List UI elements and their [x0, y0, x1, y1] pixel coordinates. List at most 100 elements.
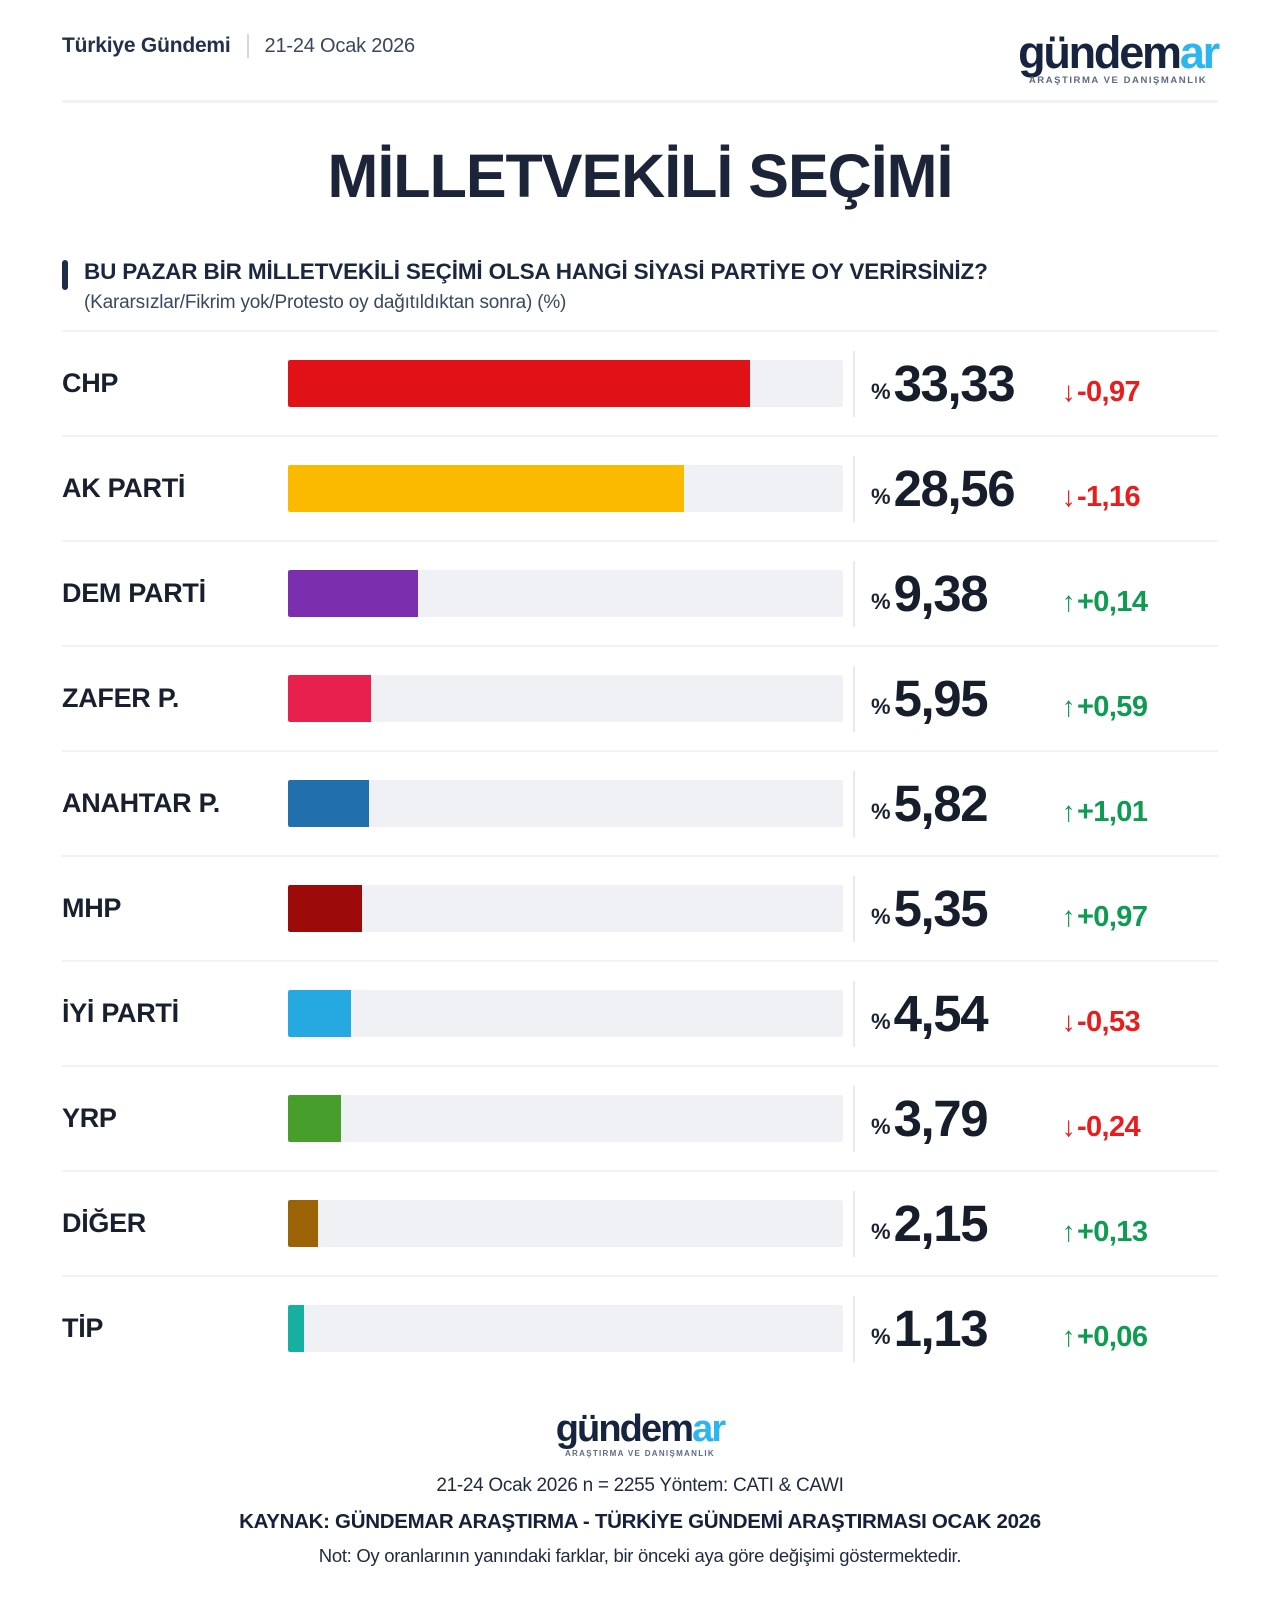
delta-value: -0,24	[1076, 1111, 1141, 1143]
percent-sign: %	[871, 484, 891, 509]
header-left-group: Türkiye Gündemi 21-24 Ocak 2026	[62, 28, 415, 58]
table-row: MHP% 5,35 ↑+0,97	[62, 855, 1218, 960]
value-group: % 33,33 ↓-0,97	[855, 358, 1218, 409]
percent-value: 9,38	[893, 565, 989, 622]
party-label: DİĞER	[62, 1208, 147, 1238]
value-divider	[853, 560, 855, 627]
bar-fill	[288, 990, 351, 1037]
percent-sign: %	[871, 589, 891, 614]
delta-value: -0,97	[1076, 376, 1141, 408]
value-divider	[853, 1295, 855, 1362]
delta-badge: ↑+1,01	[1062, 798, 1148, 827]
bar-track	[288, 675, 843, 722]
delta-value: +1,01	[1076, 796, 1148, 828]
arrow-down-icon: ↓	[1061, 481, 1076, 512]
delta-badge: ↑+0,14	[1062, 588, 1148, 617]
delta-value: -0,53	[1076, 1006, 1141, 1038]
results-table: CHP% 33,33 ↓-0,97 AK PARTİ% 28,56 ↓-1,16 DEM P…	[62, 330, 1218, 1380]
percent-sign: %	[871, 799, 891, 824]
page-title: MİLLETVEKİLİ SEÇİMİ	[327, 142, 954, 210]
gundemar-logo: gündemar ARAŞTIRMA VE DANIŞMANLIK	[1018, 27, 1220, 86]
bar-fill	[288, 1095, 341, 1142]
question-text-group: BU PAZAR BİR MİLLETVEKİLİ SEÇİMİ OLSA HA…	[84, 257, 988, 314]
bar-track	[288, 465, 843, 512]
value-divider	[853, 455, 855, 522]
percent-value: 5,95	[893, 670, 989, 727]
value-group: % 2,15 ↑+0,13	[855, 1198, 1218, 1249]
bar-fill	[288, 1305, 304, 1352]
footer-methodology: 21-24 Ocak 2026 n = 2255 Yöntem: CATI & …	[436, 1475, 844, 1496]
footer-logo-subtitle: ARAŞTIRMA VE DANIŞMANLIK	[564, 1449, 715, 1458]
value-group: % 5,95 ↑+0,59	[855, 673, 1218, 724]
percent-value: 5,35	[893, 880, 989, 937]
arrow-up-icon: ↑	[1061, 586, 1076, 617]
party-label: İYİ PARTİ	[62, 998, 179, 1028]
table-row: DİĞER % 2,15 ↑+0,13	[62, 1170, 1218, 1275]
value-divider	[853, 770, 855, 837]
delta-badge: ↓-0,53	[1062, 1008, 1141, 1037]
percent-sign: %	[871, 694, 891, 719]
question-main: BU PAZAR BİR MİLLETVEKİLİ SEÇİMİ OLSA HA…	[84, 259, 988, 284]
party-label: ZAFER P.	[62, 683, 180, 713]
value-group: % 28,56 ↓-1,16	[855, 463, 1218, 514]
header-title: Türkiye Gündemi	[62, 34, 231, 57]
logo-subtitle: ARAŞTIRMA VE DANIŞMANLIK	[1028, 75, 1208, 86]
bar-fill	[288, 360, 751, 407]
arrow-up-icon: ↑	[1061, 901, 1076, 932]
footer-logo-word-dark: gündem	[555, 1408, 694, 1450]
value-group: % 5,82 ↑+1,01	[855, 778, 1218, 829]
percent-value: 5,82	[893, 775, 989, 832]
delta-value: +0,59	[1076, 691, 1148, 723]
table-row: TİP % 1,13 ↑+0,06	[62, 1275, 1218, 1380]
bar-fill	[288, 465, 685, 512]
header-rule	[62, 100, 1218, 103]
delta-badge: ↓-0,97	[1062, 378, 1141, 407]
value-divider	[853, 350, 855, 417]
value-divider	[853, 1085, 855, 1152]
page-header: Türkiye Gündemi 21-24 Ocak 2026 gündemar…	[62, 0, 1220, 92]
arrow-up-icon: ↑	[1061, 796, 1076, 827]
value-group: % 1,13 ↑+0,06	[855, 1303, 1218, 1354]
percent-value: 33,33	[893, 355, 1016, 412]
delta-value: -1,16	[1076, 481, 1141, 513]
footer-source: KAYNAK: GÜNDEMAR ARAŞTIRMA - TÜRKİYE GÜN…	[239, 1510, 1041, 1533]
arrow-up-icon: ↑	[1061, 691, 1076, 722]
table-row: YRP% 3,79 ↓-0,24	[62, 1065, 1218, 1170]
value-group: % 9,38 ↑+0,14	[855, 568, 1218, 619]
party-label: TİP	[62, 1313, 104, 1343]
party-label: DEM PARTİ	[62, 578, 206, 608]
bar-fill	[288, 675, 371, 722]
bar-track	[288, 885, 843, 932]
arrow-down-icon: ↓	[1061, 1111, 1076, 1142]
delta-badge: ↑+0,97	[1062, 903, 1148, 932]
logo-word-accent: ar	[1179, 27, 1220, 78]
footer-logo-word-accent: ar	[692, 1408, 726, 1450]
value-divider	[853, 1190, 855, 1257]
bar-track	[288, 1305, 843, 1352]
page-footer: gündemar ARAŞTIRMA VE DANIŞMANLIK 21-24 …	[62, 1410, 1218, 1567]
percent-sign: %	[871, 1009, 891, 1034]
percent-value: 4,54	[893, 985, 989, 1042]
party-label: YRP	[62, 1103, 117, 1133]
bar-track	[288, 780, 843, 827]
delta-value: +0,13	[1076, 1216, 1148, 1248]
header-divider	[246, 34, 249, 58]
arrow-down-icon: ↓	[1061, 376, 1076, 407]
percent-sign: %	[871, 904, 891, 929]
bar-fill	[288, 570, 419, 617]
arrow-down-icon: ↓	[1061, 1006, 1076, 1037]
arrow-up-icon: ↑	[1061, 1216, 1076, 1247]
percent-sign: %	[871, 1324, 891, 1349]
party-label: AK PARTİ	[62, 473, 186, 503]
delta-badge: ↑+0,06	[1062, 1323, 1148, 1352]
table-row: AK PARTİ % 28,56 ↓-1,16	[62, 435, 1218, 540]
delta-badge: ↑+0,59	[1062, 693, 1148, 722]
party-label: ANAHTAR P.	[62, 788, 221, 818]
logo-wordmark: gündemar	[1018, 27, 1220, 78]
arrow-up-icon: ↑	[1061, 1321, 1076, 1352]
percent-sign: %	[871, 379, 891, 404]
delta-value: +0,06	[1076, 1321, 1148, 1353]
value-divider	[853, 665, 855, 732]
footer-note: Not: Oy oranlarının yanındaki farklar, b…	[318, 1545, 962, 1566]
